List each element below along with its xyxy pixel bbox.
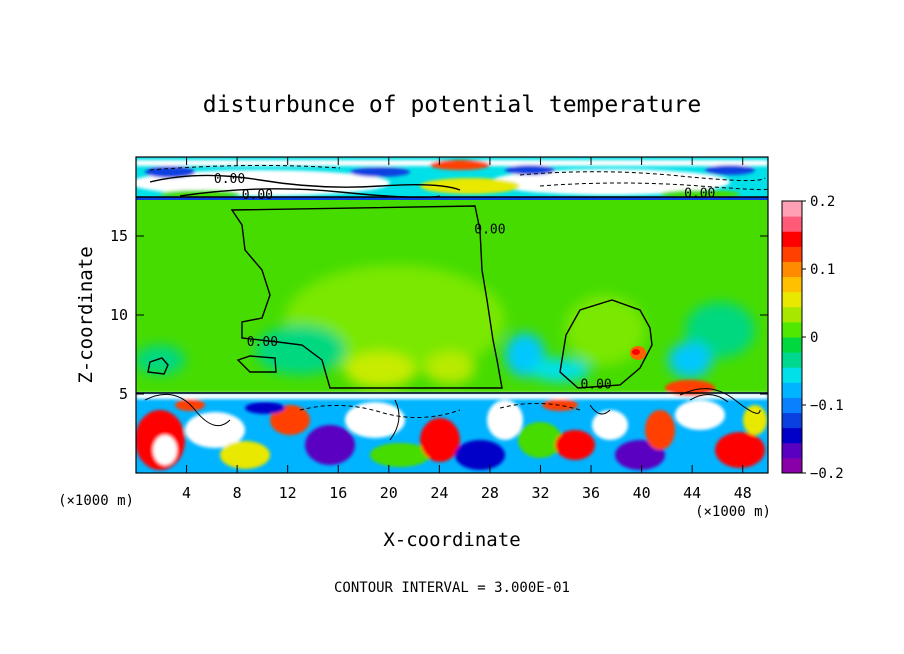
colorbar-swatch — [782, 321, 802, 338]
x-tick-label: 24 — [430, 484, 448, 502]
colorbar-swatch — [782, 246, 802, 262]
x-tick-label: 44 — [683, 484, 701, 502]
x-tick-label: 16 — [329, 484, 347, 502]
x-unit-label-right: (×1000 m) — [695, 504, 771, 520]
x-tick-label: 40 — [633, 484, 651, 502]
colorbar-tick-label: 0.1 — [810, 262, 835, 278]
colorbar-tick-label: −0.2 — [810, 466, 844, 482]
x-tick-label: 20 — [380, 484, 398, 502]
x-tick-label: 28 — [481, 484, 499, 502]
x-tick-label: 8 — [233, 484, 242, 502]
colorbar-swatch — [782, 427, 802, 444]
chart-title: disturbunce of potential temperature — [203, 92, 702, 118]
colorbar-swatch — [782, 306, 802, 323]
colorbar-tick-label: 0 — [810, 330, 818, 346]
colorbar-swatch — [782, 276, 802, 293]
y-tick-label: 10 — [110, 306, 128, 324]
colorbar-swatch — [782, 231, 802, 247]
colorbar-swatch — [782, 291, 802, 308]
x-tick-label: 4 — [182, 484, 191, 502]
colorbar-swatch — [782, 337, 802, 353]
colorbar-swatch — [782, 216, 802, 232]
x-tick-label: 48 — [734, 484, 752, 502]
x-tick-label: 12 — [279, 484, 297, 502]
colorbar: 0.2 0.1 0 −0.1 −0.2 — [781, 194, 844, 482]
contour-label: 0.00 — [214, 172, 245, 187]
contour-label: 0.00 — [247, 335, 278, 350]
colorbar-swatch — [782, 442, 802, 459]
colorbar-swatch — [782, 382, 802, 398]
heatmap-field — [136, 157, 768, 473]
contour-label: 0.00 — [242, 188, 273, 203]
colorbar-swatch — [782, 457, 802, 474]
contour-label: 0.00 — [474, 223, 505, 238]
colorbar-swatch — [782, 367, 802, 383]
colorbar-swatch — [782, 397, 802, 414]
colorbar-swatch — [782, 412, 802, 429]
colorbar-tick-label: 0.2 — [810, 194, 835, 210]
contour-label: 0.00 — [684, 186, 715, 201]
contour-interval-text: CONTOUR INTERVAL = 3.000E-01 — [334, 580, 570, 596]
colorbar-tick-label: −0.1 — [810, 398, 844, 414]
colorbar-swatch — [782, 201, 802, 217]
x-tick-label: 36 — [582, 484, 600, 502]
colorbar-swatch — [782, 261, 802, 278]
x-axis-label: X-coordinate — [383, 529, 520, 551]
y-axis-label: Z-coordinate — [75, 246, 97, 383]
x-unit-label-left: (×1000 m) — [58, 493, 134, 509]
y-tick-label: 5 — [119, 385, 128, 403]
contour-label: 0.00 — [580, 378, 611, 393]
x-tick-label: 32 — [531, 484, 549, 502]
colorbar-swatch — [782, 352, 802, 368]
y-tick-label: 15 — [110, 227, 128, 245]
